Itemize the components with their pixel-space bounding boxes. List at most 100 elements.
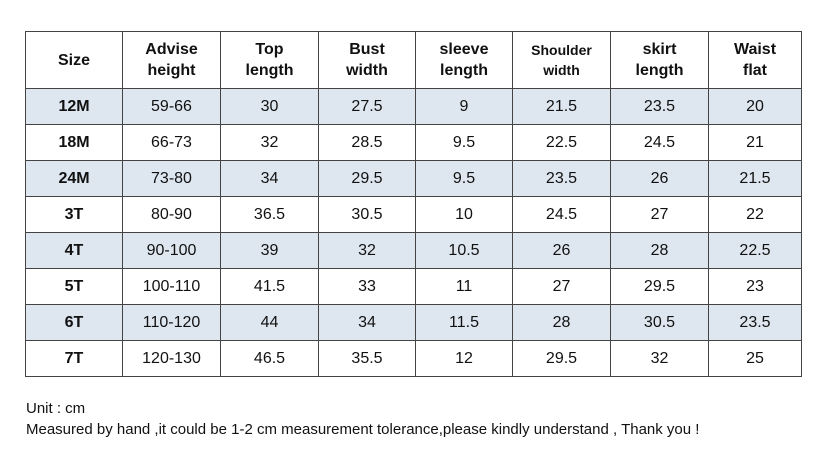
sleeve-length-cell: 9.5 <box>415 160 513 197</box>
bust-width-cell: 30.5 <box>318 196 416 233</box>
shoulder-width-cell: 22.5 <box>512 124 611 161</box>
sleeve-length-cell: 10 <box>415 196 513 233</box>
size-cell: 18M <box>25 124 123 161</box>
header-advise-height-line-2: height <box>147 62 196 79</box>
waist-flat-cell: 22 <box>708 196 802 233</box>
size-cell: 6T <box>25 304 123 341</box>
skirt-length-cell: 26 <box>610 160 709 197</box>
sleeve-length-cell: 11 <box>415 268 513 305</box>
shoulder-width-cell: 21.5 <box>512 88 611 125</box>
size-cell: 24M <box>25 160 123 197</box>
advise-height-cell: 90-100 <box>122 232 221 269</box>
skirt-length-cell: 23.5 <box>610 88 709 125</box>
bust-width-cell: 29.5 <box>318 160 416 197</box>
table-row: 18M 66-73 32 28.5 9.5 22.5 24.5 21 <box>25 124 802 161</box>
sleeve-length-cell: 12 <box>415 340 513 377</box>
table-row: 3T 80-90 36.5 30.5 10 24.5 27 22 <box>25 196 802 233</box>
header-bust-width-line-1: Bust <box>349 41 385 58</box>
table-body: 12M 59-66 30 27.5 9 21.5 23.5 20 18M 66-… <box>25 88 802 377</box>
notes-block: Unit : cm Measured by hand ,it could be … <box>26 398 699 440</box>
header-top-length: Top length <box>220 31 319 89</box>
header-shoulder-width-line-2: width <box>543 62 580 78</box>
top-length-cell: 41.5 <box>220 268 319 305</box>
header-row: Size Advise height Top length Bust width… <box>25 31 802 89</box>
bust-width-cell: 27.5 <box>318 88 416 125</box>
size-chart-table: Size Advise height Top length Bust width… <box>25 31 802 377</box>
shoulder-width-cell: 29.5 <box>512 340 611 377</box>
table-row: 7T 120-130 46.5 35.5 12 29.5 32 25 <box>25 340 802 377</box>
header-sleeve-length-line-1: sleeve <box>439 41 489 58</box>
bust-width-cell: 32 <box>318 232 416 269</box>
waist-flat-cell: 21.5 <box>708 160 802 197</box>
table-row: 5T 100-110 41.5 33 11 27 29.5 23 <box>25 268 802 305</box>
header-shoulder-width: Shoulder width <box>512 31 611 89</box>
bust-width-cell: 34 <box>318 304 416 341</box>
skirt-length-cell: 24.5 <box>610 124 709 161</box>
sleeve-length-cell: 11.5 <box>415 304 513 341</box>
skirt-length-cell: 27 <box>610 196 709 233</box>
header-sleeve-length-line-2: length <box>440 62 488 79</box>
header-bust-width-line-2: width <box>346 62 388 79</box>
skirt-length-cell: 29.5 <box>610 268 709 305</box>
advise-height-cell: 100-110 <box>122 268 221 305</box>
header-bust-width: Bust width <box>318 31 416 89</box>
header-skirt-length: skirt length <box>610 31 709 89</box>
top-length-cell: 39 <box>220 232 319 269</box>
top-length-cell: 32 <box>220 124 319 161</box>
header-waist-flat: Waist flat <box>708 31 802 89</box>
header-top-length-line-1: Top <box>255 41 284 58</box>
table-row: 6T 110-120 44 34 11.5 28 30.5 23.5 <box>25 304 802 341</box>
top-length-cell: 36.5 <box>220 196 319 233</box>
shoulder-width-cell: 28 <box>512 304 611 341</box>
top-length-cell: 44 <box>220 304 319 341</box>
advise-height-cell: 110-120 <box>122 304 221 341</box>
waist-flat-cell: 20 <box>708 88 802 125</box>
size-cell: 3T <box>25 196 123 233</box>
waist-flat-cell: 23 <box>708 268 802 305</box>
skirt-length-cell: 28 <box>610 232 709 269</box>
top-length-cell: 34 <box>220 160 319 197</box>
table-header: Size Advise height Top length Bust width… <box>25 31 802 89</box>
sleeve-length-cell: 9.5 <box>415 124 513 161</box>
bust-width-cell: 35.5 <box>318 340 416 377</box>
sleeve-length-cell: 9 <box>415 88 513 125</box>
size-cell: 4T <box>25 232 123 269</box>
table-row: 24M 73-80 34 29.5 9.5 23.5 26 21.5 <box>25 160 802 197</box>
advise-height-cell: 80-90 <box>122 196 221 233</box>
size-cell: 5T <box>25 268 123 305</box>
header-size-line-1: Size <box>57 51 90 69</box>
size-cell: 7T <box>25 340 123 377</box>
skirt-length-cell: 32 <box>610 340 709 377</box>
header-waist-flat-line-2: flat <box>743 62 767 79</box>
header-sleeve-length: sleeve length <box>415 31 513 89</box>
shoulder-width-cell: 23.5 <box>512 160 611 197</box>
shoulder-width-cell: 26 <box>512 232 611 269</box>
table-row: 12M 59-66 30 27.5 9 21.5 23.5 20 <box>25 88 802 125</box>
header-waist-flat-line-1: Waist <box>733 41 777 58</box>
shoulder-width-cell: 24.5 <box>512 196 611 233</box>
size-cell: 12M <box>25 88 123 125</box>
header-advise-height: Advise height <box>122 31 221 89</box>
advise-height-cell: 59-66 <box>122 88 221 125</box>
advise-height-cell: 120-130 <box>122 340 221 377</box>
top-length-cell: 30 <box>220 88 319 125</box>
header-skirt-length-line-2: length <box>635 62 684 79</box>
unit-note: Unit : cm <box>26 400 86 417</box>
skirt-length-cell: 30.5 <box>610 304 709 341</box>
header-size: Size <box>25 31 123 89</box>
waist-flat-cell: 21 <box>708 124 802 161</box>
waist-flat-cell: 23.5 <box>708 304 802 341</box>
header-skirt-length-line-1: skirt <box>642 41 677 58</box>
table-row: 4T 90-100 39 32 10.5 26 28 22.5 <box>25 232 802 269</box>
waist-flat-cell: 25 <box>708 340 802 377</box>
advise-height-cell: 66-73 <box>122 124 221 161</box>
header-shoulder-width-line-1: Shoulder <box>531 42 592 58</box>
header-top-length-line-2: length <box>245 62 294 79</box>
shoulder-width-cell: 27 <box>512 268 611 305</box>
header-advise-height-line-1: Advise <box>145 41 198 58</box>
top-length-cell: 46.5 <box>220 340 319 377</box>
advise-height-cell: 73-80 <box>122 160 221 197</box>
sleeve-length-cell: 10.5 <box>415 232 513 269</box>
tolerance-note: Measured by hand ,it could be 1-2 cm mea… <box>26 421 700 438</box>
waist-flat-cell: 22.5 <box>708 232 802 269</box>
